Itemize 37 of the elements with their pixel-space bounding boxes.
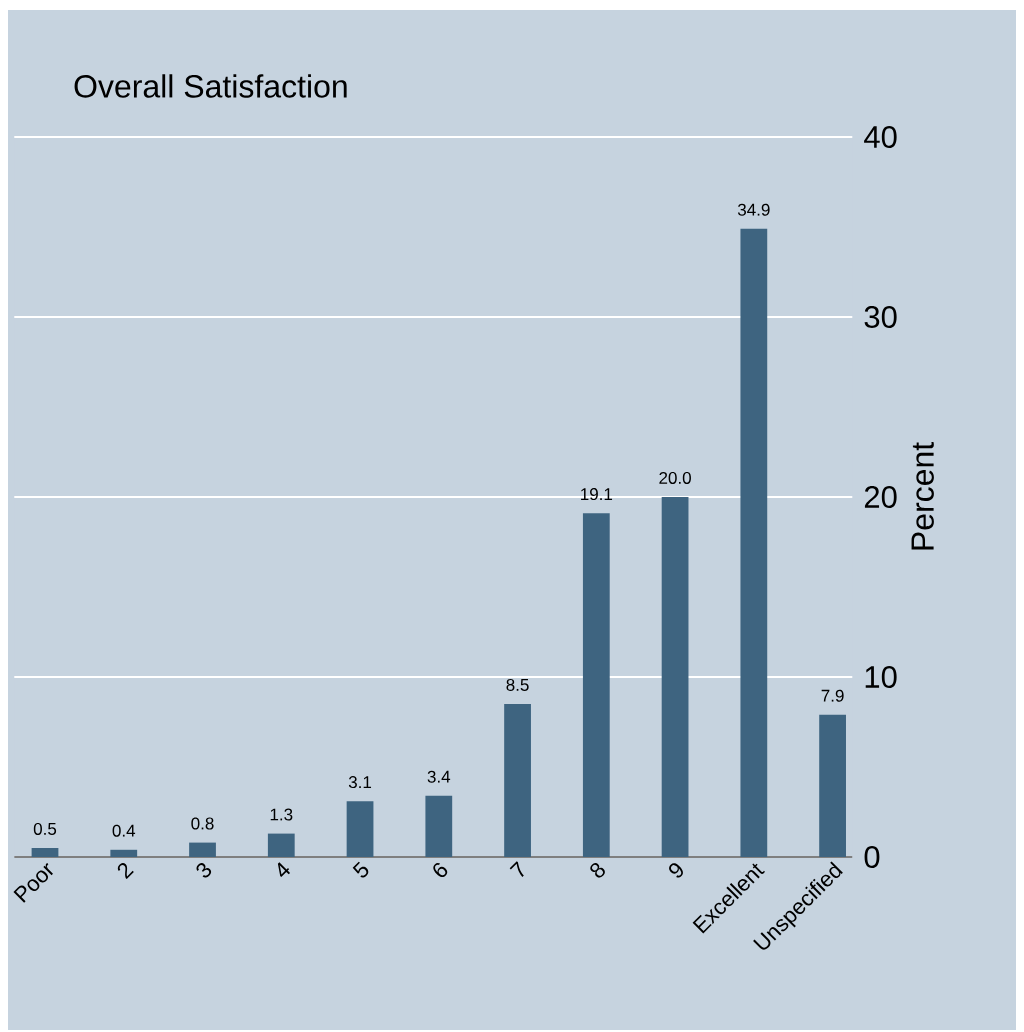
data-label: 1.3	[270, 808, 293, 821]
data-label: 7.9	[821, 689, 844, 702]
y-tick-label: 0	[864, 846, 880, 868]
data-label: 34.9	[737, 203, 770, 216]
bar	[819, 714, 846, 857]
y-tick-label: 20	[864, 486, 897, 508]
bar	[110, 849, 138, 857]
x-tick-label: 2	[117, 862, 134, 880]
chart-title: Overall Satisfaction	[74, 74, 347, 98]
bar	[267, 833, 295, 857]
y-tick-label: 30	[864, 306, 897, 328]
data-label: 8.5	[506, 678, 529, 691]
y-tick-label: 10	[865, 666, 897, 688]
y-tick-label: 40	[864, 126, 897, 148]
bar	[504, 704, 531, 857]
x-tick-label: 8	[590, 863, 605, 878]
bar	[740, 228, 768, 857]
bar	[346, 801, 374, 857]
bar	[661, 497, 689, 857]
x-tick-label: 5	[352, 861, 369, 878]
bar	[425, 795, 453, 857]
data-label: 0.8	[191, 817, 214, 830]
data-label: 3.4	[427, 770, 451, 783]
bar	[189, 842, 216, 857]
x-tick-label: 7	[509, 861, 524, 877]
data-label: 3.1	[348, 776, 372, 789]
x-tick-label: 6	[433, 862, 448, 878]
x-tick-label: 4	[277, 862, 291, 877]
y-axis-title: Percent	[911, 442, 934, 550]
bar	[582, 513, 610, 857]
data-label: 20.0	[659, 471, 691, 484]
x-tick-label: 3	[196, 863, 212, 878]
x-tick-label: 9	[669, 863, 683, 878]
bar	[31, 848, 59, 857]
data-label: 19.1	[581, 488, 613, 501]
data-label: 0.5	[33, 822, 57, 835]
data-label: 0.4	[112, 824, 136, 837]
